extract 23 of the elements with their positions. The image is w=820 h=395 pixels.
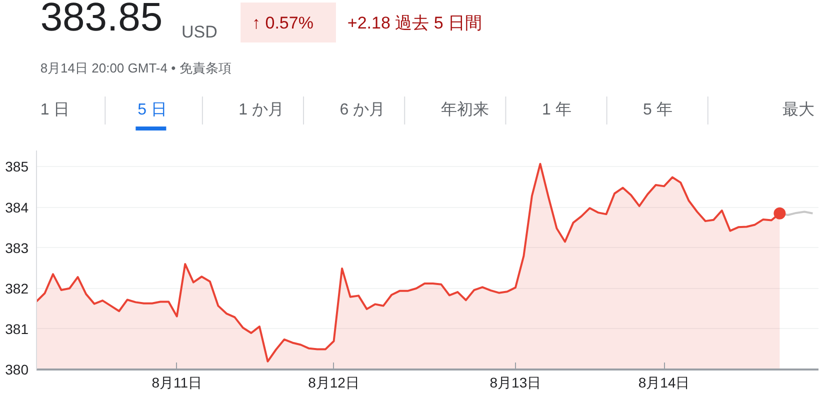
y-tick-label: 383 [5,240,29,256]
x-tick-label: 8月12日 [308,374,360,390]
text: 5 年 [643,102,672,118]
text: +2.18 過去 5 日間 [347,14,482,32]
text: 1 か月 [238,102,284,118]
x-tick-label: 8月13日 [490,374,542,390]
text: 1 年 [542,102,572,118]
x-tick-label: 8月11日 [152,374,202,390]
text: 5 日 [138,102,167,118]
text: ↑ 0.57% [252,14,314,32]
text: 最大 [782,100,814,118]
y-tick-label: 385 [5,158,29,175]
y-tick-label: 384 [5,199,29,216]
chart-title: 383.85 [40,0,163,40]
text: 年初来 [440,100,489,118]
chart-subtitle: 8月14日 20:00 GMT-4 • 免責条項 [40,60,232,76]
text: 1 日 [40,102,70,118]
text: USD [181,22,218,42]
x-tick-label: 8月14日 [638,374,690,390]
y-tick-label: 381 [5,320,29,337]
text: 6 か月 [340,102,386,118]
y-tick-label: 380 [5,362,29,378]
y-tick-label: 382 [5,280,29,296]
